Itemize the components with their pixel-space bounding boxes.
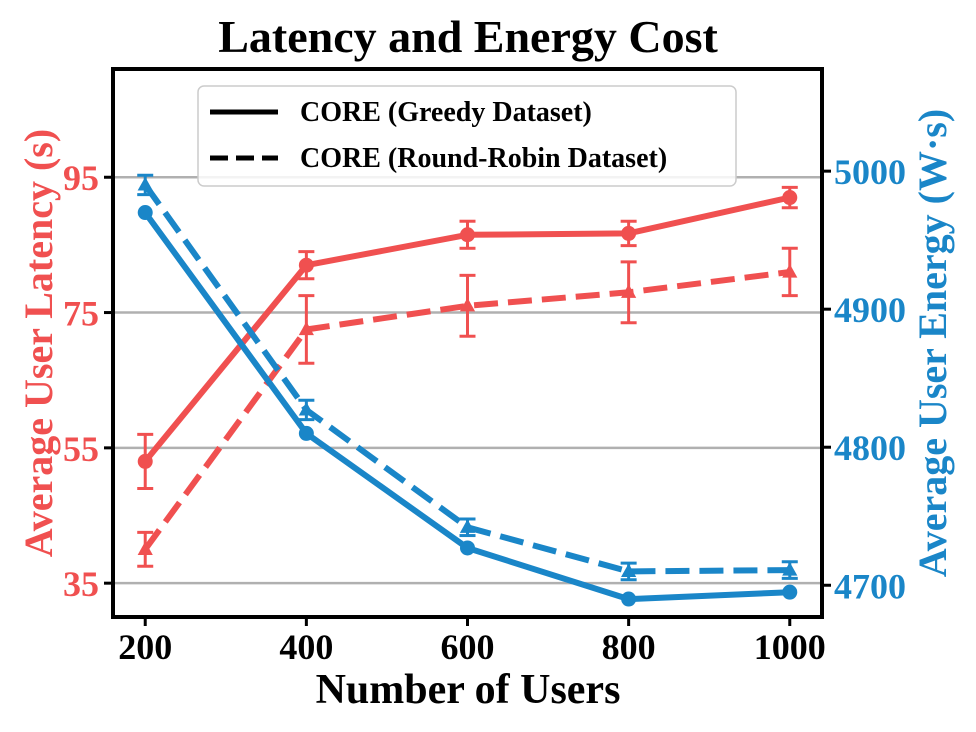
y-right-tick-label: 4800 — [834, 428, 906, 468]
x-axis-label: Number of Users — [316, 667, 621, 713]
latency-round-robin-line — [142, 269, 791, 552]
latency-greedy-point — [460, 227, 475, 243]
legend: CORE (Greedy Dataset) CORE (Round-Robin … — [197, 85, 737, 187]
x-tick-label: 1000 — [754, 627, 826, 667]
legend-label-greedy: CORE (Greedy Dataset) — [300, 97, 592, 128]
y-left-tick-label: 95 — [63, 158, 99, 198]
x-tick-label: 200 — [118, 627, 172, 667]
energy-greedy-point — [298, 425, 314, 441]
y-right-tick-label: 5000 — [834, 152, 906, 192]
energy-round-robin-point — [782, 562, 798, 576]
energy-round-robin-point — [137, 176, 153, 191]
y-left-tick-label: 35 — [63, 564, 99, 604]
latency-greedy-point — [621, 225, 637, 241]
legend-box — [197, 85, 737, 187]
y-axis-right-label: Average User Energy (W·s) — [910, 109, 955, 577]
latency-greedy-point — [137, 453, 153, 469]
energy-greedy-point — [460, 540, 475, 556]
latency-greedy-point — [782, 190, 798, 206]
y-left-tick-label: 75 — [63, 294, 99, 334]
y-left-tick-label: 55 — [63, 429, 99, 469]
latency-round-robin-point — [459, 297, 476, 312]
latency-round-robin-point — [782, 263, 798, 278]
series-layer — [137, 173, 798, 607]
y-right-tick-label: 4700 — [834, 566, 906, 606]
x-tick-label: 600 — [441, 627, 495, 667]
chart-title: Latency and Energy Cost — [218, 11, 718, 62]
y-right-tick-label: 4900 — [834, 290, 906, 330]
energy-greedy-point — [621, 591, 637, 607]
energy-round-robin-point — [621, 563, 637, 578]
energy-greedy-point — [137, 205, 153, 221]
energy-round-robin-point — [298, 401, 314, 416]
latency-round-robin-point — [621, 284, 637, 298]
latency-round-robin-point — [298, 321, 314, 336]
tick-layer: 35 55 75 95 4700 4800 4900 5000 200 400 600 800 1000 — [63, 152, 906, 667]
legend-label-round-robin: CORE (Round-Robin Dataset) — [300, 143, 667, 174]
latency-round-robin-point — [137, 541, 153, 555]
x-tick-label: 800 — [602, 627, 656, 667]
energy-round-robin-point — [459, 519, 476, 533]
energy-greedy-point — [782, 584, 798, 600]
latency-greedy-point — [298, 257, 314, 273]
x-tick-label: 400 — [279, 627, 333, 667]
y-axis-left-label: Average User Latency (s) — [16, 129, 61, 557]
